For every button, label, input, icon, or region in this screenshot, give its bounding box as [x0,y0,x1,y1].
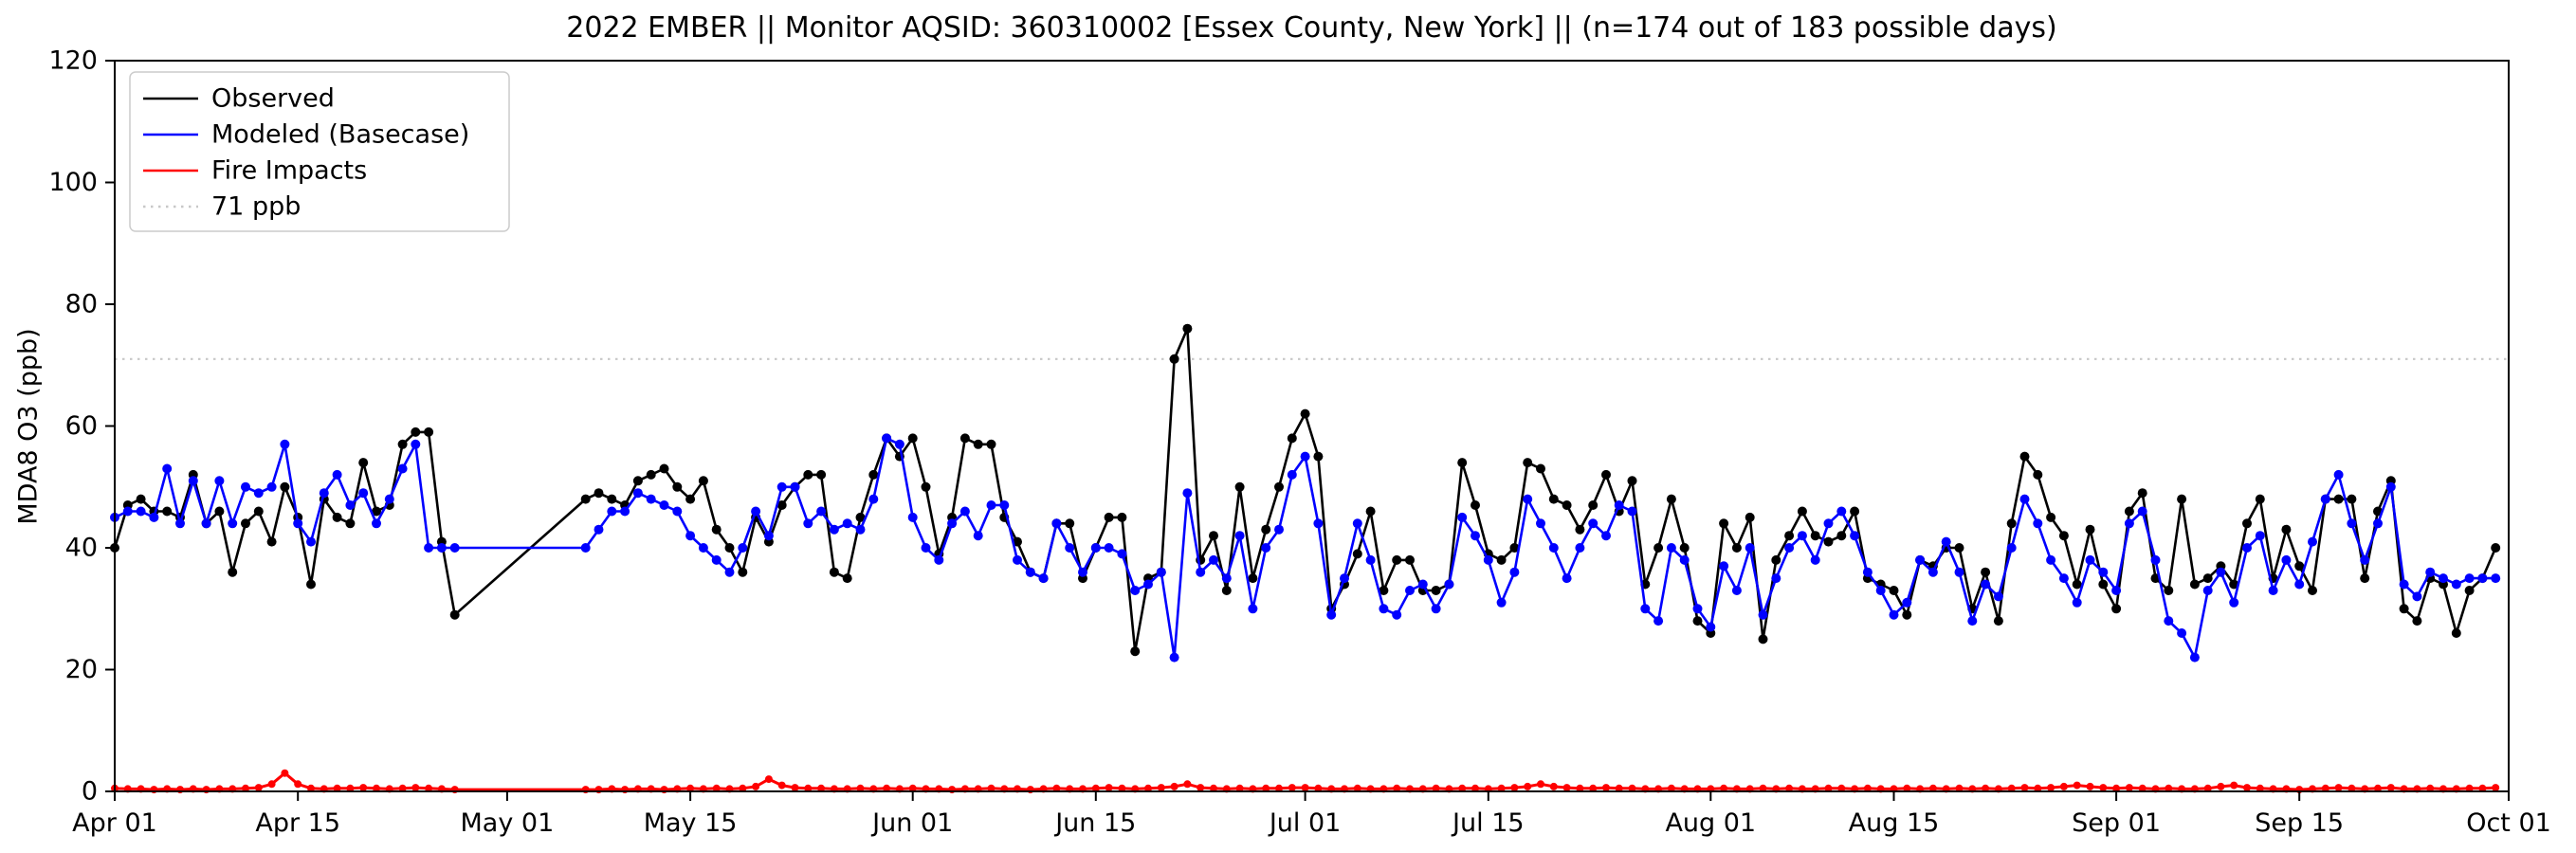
svg-text:Jul 01: Jul 01 [1268,808,1342,838]
svg-text:Jun 15: Jun 15 [1053,808,1136,838]
svg-text:Apr 01: Apr 01 [72,808,157,838]
svg-text:40: 40 [65,534,98,563]
svg-text:0: 0 [82,777,98,807]
svg-text:May 01: May 01 [461,808,555,838]
modeled-basecase-line [114,437,2496,659]
svg-text:Jun 01: Jun 01 [870,808,953,838]
svg-text:120: 120 [48,46,98,76]
y-axis-ticks: 0 20 40 60 80 100 120 [48,46,115,807]
svg-text:Oct 01: Oct 01 [2466,808,2551,838]
observed-series [110,323,2501,657]
svg-text:Sep 15: Sep 15 [2255,808,2344,838]
svg-text:20: 20 [65,655,98,684]
modeled-basecase-series [110,433,2501,662]
observed-points [110,323,2501,657]
svg-text:Jul 15: Jul 15 [1451,808,1525,838]
svg-text:60: 60 [65,411,98,441]
chart-title: 2022 EMBER || Monitor AQSID: 360310002 [… [566,11,2057,45]
svg-text:Fire Impacts: Fire Impacts [211,156,367,186]
svg-text:100: 100 [48,168,98,197]
svg-text:80: 80 [65,290,98,319]
legend: Observed Modeled (Basecase) Fire Impacts 71… [129,71,510,232]
svg-text:Aug 01: Aug 01 [1665,808,1756,838]
svg-text:Aug 15: Aug 15 [1849,808,1940,838]
observed-line [113,327,2497,653]
svg-text:May 15: May 15 [644,808,738,838]
fire-impacts-series [111,769,2500,794]
svg-text:Observed: Observed [211,84,335,114]
svg-text:Apr 15: Apr 15 [255,808,340,838]
svg-text:Sep 01: Sep 01 [2072,808,2161,838]
svg-text:71 ppb: 71 ppb [211,192,301,222]
x-axis-ticks: Apr 01 Apr 15 May 01 May 15 Jun 01 Jun 15 Jul … [72,791,2551,838]
modeled-basecase-points [110,433,2501,662]
svg-text:Modeled (Basecase): Modeled (Basecase) [211,120,469,150]
legend-box [129,71,510,232]
